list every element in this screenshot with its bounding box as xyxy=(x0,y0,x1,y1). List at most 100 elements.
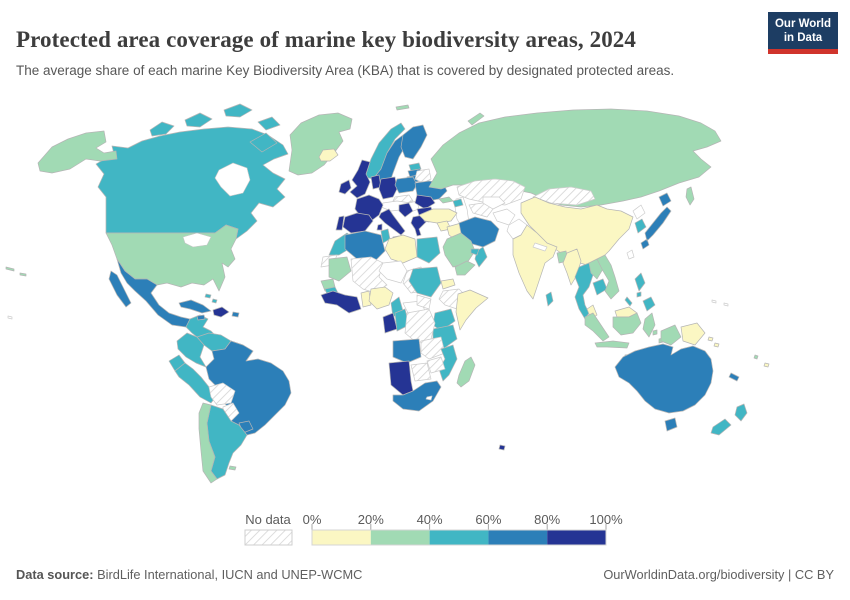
country-botswana[interactable] xyxy=(410,362,432,382)
footer-attribution: OurWorldinData.org/biodiversity | CC BY xyxy=(603,567,834,582)
legend-bin-20-40[interactable] xyxy=(370,530,430,545)
owid-logo: Our World in Data xyxy=(768,12,838,54)
country-hispaniola[interactable] xyxy=(212,306,230,318)
country-south-africa[interactable] xyxy=(392,380,442,412)
country-portugal[interactable] xyxy=(335,215,345,231)
legend-tick-label-100: 100% xyxy=(589,512,623,527)
owid-logo-line1: Our World xyxy=(774,17,831,30)
country-egypt[interactable] xyxy=(416,236,441,264)
legend-bin-60-80[interactable] xyxy=(488,530,548,545)
country-alaska[interactable] xyxy=(37,130,118,174)
legend-no-data-swatch[interactable] xyxy=(244,529,293,546)
country-azerbaijan[interactable] xyxy=(452,198,464,208)
country-namibia[interactable] xyxy=(388,360,414,396)
legend-bin-80-100[interactable] xyxy=(547,530,606,545)
country-new-caledonia[interactable] xyxy=(728,372,740,382)
region-west-africa-coast[interactable] xyxy=(320,290,362,314)
country-zimbabwe[interactable] xyxy=(426,356,446,374)
country-puerto-rico[interactable] xyxy=(231,311,240,318)
legend-bin-0-20[interactable] xyxy=(312,530,371,545)
country-sudan[interactable] xyxy=(408,266,442,298)
country-mali[interactable] xyxy=(350,256,388,294)
country-north-korea[interactable] xyxy=(632,204,646,220)
country-mozambique[interactable] xyxy=(438,344,458,382)
country-angola[interactable] xyxy=(392,338,422,364)
country-india[interactable] xyxy=(512,224,558,300)
country-kazakhstan[interactable] xyxy=(456,178,526,206)
country-spain[interactable] xyxy=(342,212,374,234)
country-germany[interactable] xyxy=(378,176,398,200)
country-canada-arctic[interactable] xyxy=(149,103,281,153)
country-iceland[interactable] xyxy=(318,148,339,162)
country-philippines[interactable] xyxy=(624,272,656,312)
legend-bin-40-60[interactable] xyxy=(429,530,489,545)
country-uae[interactable] xyxy=(470,248,480,256)
country-poland[interactable] xyxy=(394,176,418,194)
country-eritrea[interactable] xyxy=(440,278,456,290)
country-mexico[interactable] xyxy=(108,258,191,328)
country-finland[interactable] xyxy=(400,124,428,160)
country-algeria[interactable] xyxy=(344,230,386,264)
country-uzbekistan[interactable] xyxy=(482,196,506,210)
country-romania[interactable] xyxy=(414,194,436,210)
country-vietnam[interactable] xyxy=(596,254,620,300)
country-lesotho[interactable] xyxy=(425,395,433,401)
country-mongolia[interactable] xyxy=(532,186,596,206)
country-chile[interactable] xyxy=(198,402,218,484)
country-sulawesi[interactable] xyxy=(642,312,656,338)
great-lakes xyxy=(182,232,212,248)
country-myanmar[interactable] xyxy=(562,248,582,286)
country-falkland-islands[interactable] xyxy=(228,465,237,471)
country-fiji[interactable] xyxy=(763,362,770,368)
country-drc[interactable] xyxy=(404,308,436,344)
owid-logo-line2: in Data xyxy=(783,31,823,44)
country-colombia[interactable] xyxy=(176,332,207,368)
country-somalia[interactable] xyxy=(455,289,489,331)
footer-source-text: BirdLife International, IUCN and UNEP-WC… xyxy=(93,567,363,582)
country-madagascar[interactable] xyxy=(456,356,476,388)
country-nepal[interactable] xyxy=(532,242,548,252)
country-yemen[interactable] xyxy=(454,260,476,276)
legend-tick-label-20: 20% xyxy=(358,512,384,527)
country-georgia[interactable] xyxy=(438,196,454,204)
country-togo-benin[interactable] xyxy=(360,290,372,308)
country-tasmania[interactable] xyxy=(664,417,678,432)
country-sumatra[interactable] xyxy=(584,312,610,342)
country-solomon-islands[interactable] xyxy=(707,336,720,348)
country-jamaica[interactable] xyxy=(196,314,206,321)
footer: Data source: BirdLife International, IUC… xyxy=(16,567,834,582)
country-japan[interactable] xyxy=(640,192,672,250)
country-bolivia[interactable] xyxy=(208,382,236,406)
country-cuba[interactable] xyxy=(178,299,212,314)
country-libya[interactable] xyxy=(384,234,418,264)
country-afghanistan[interactable] xyxy=(492,208,516,226)
country-papua-new-guinea[interactable] xyxy=(680,322,706,346)
country-russia-islands[interactable] xyxy=(395,104,695,206)
country-turkmenistan[interactable] xyxy=(468,202,494,218)
hawaii-islands[interactable] xyxy=(5,266,27,277)
country-sri-lanka[interactable] xyxy=(545,291,554,307)
country-bahamas[interactable] xyxy=(204,293,218,304)
country-taiwan[interactable] xyxy=(626,249,635,260)
country-united-kingdom[interactable] xyxy=(349,159,371,199)
country-mauritania[interactable] xyxy=(328,256,352,282)
country-balkans[interactable] xyxy=(398,202,414,218)
country-ireland[interactable] xyxy=(338,179,352,195)
country-nigeria[interactable] xyxy=(368,286,394,310)
country-cambodia[interactable] xyxy=(592,278,608,296)
country-niger[interactable] xyxy=(378,260,408,284)
country-zambia[interactable] xyxy=(420,336,446,360)
country-papua-indonesia[interactable] xyxy=(660,324,682,346)
country-australia[interactable] xyxy=(614,343,714,414)
country-turkey[interactable] xyxy=(418,208,458,224)
country-java[interactable] xyxy=(594,340,630,349)
country-new-zealand[interactable] xyxy=(710,403,748,436)
country-greenland[interactable] xyxy=(288,112,353,176)
country-kalimantan[interactable] xyxy=(612,312,642,336)
country-french-southern-territories[interactable] xyxy=(498,444,506,451)
legend-svg: No data 0% 20% 40% 60% 80% 100% xyxy=(244,512,623,546)
legend-tick-label-80: 80% xyxy=(534,512,560,527)
legend-no-data-label: No data xyxy=(245,512,291,527)
country-south-korea[interactable] xyxy=(634,218,647,234)
country-vanuatu[interactable] xyxy=(753,354,759,360)
